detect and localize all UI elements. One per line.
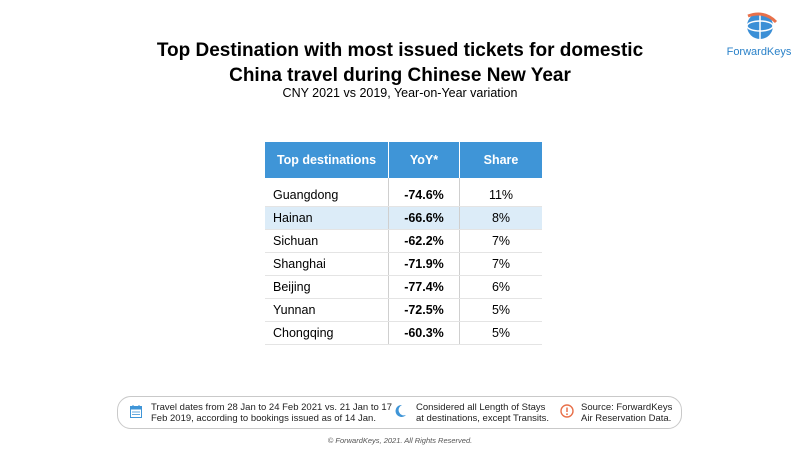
cell-yoy: -66.6% [388, 206, 460, 230]
globe-logo-icon [746, 12, 778, 39]
info-icon [560, 404, 574, 423]
cell-share: 7% [459, 229, 542, 253]
title-line-2: China travel during Chinese New Year [229, 65, 571, 86]
cell-destination: Beijing [265, 275, 389, 299]
cell-yoy: -71.9% [388, 252, 460, 276]
cell-destination: Chongqing [265, 321, 389, 345]
table-header-row: Top destinations YoY* Share [265, 142, 542, 178]
table-row: Yunnan -72.5% 5% [265, 298, 542, 322]
cell-destination: Shanghai [265, 252, 389, 276]
note-length-of-stay: Considered all Length of Stays at destin… [416, 402, 550, 424]
destinations-table: Top destinations YoY* Share Guangdong -7… [265, 142, 542, 345]
moon-icon [395, 404, 407, 423]
header-yoy: YoY* [388, 142, 460, 178]
footer-notes: Travel dates from 28 Jan to 24 Feb 2021 … [117, 396, 682, 429]
title-line-1: Top Destination with most issued tickets… [156, 40, 644, 61]
page-title: Top Destination with most issued tickets… [120, 38, 680, 88]
cell-destination: Sichuan [265, 229, 389, 253]
cell-destination: Yunnan [265, 298, 389, 322]
cell-yoy: -72.5% [388, 298, 460, 322]
calendar-icon [130, 405, 142, 423]
cell-destination: Guangdong [265, 178, 389, 207]
cell-share: 6% [459, 275, 542, 299]
page-subtitle: CNY 2021 vs 2019, Year-on-Year variation [282, 86, 518, 100]
header-destinations: Top destinations [265, 142, 389, 178]
table-row: Hainan -66.6% 8% [265, 206, 542, 230]
note-travel-dates: Travel dates from 28 Jan to 24 Feb 2021 … [151, 402, 392, 424]
cell-yoy: -62.2% [388, 229, 460, 253]
table-row: Guangdong -74.6% 11% [265, 178, 542, 207]
logo-text: ForwardKeys [726, 46, 792, 58]
copyright-notice: © ForwardKeys, 2021. All Rights Reserved… [327, 436, 473, 445]
cell-destination: Hainan [265, 206, 389, 230]
cell-share: 5% [459, 298, 542, 322]
note-source: Source: ForwardKeys Air Reservation Data… [581, 402, 673, 424]
table-row: Shanghai -71.9% 7% [265, 252, 542, 276]
cell-share: 11% [459, 178, 542, 207]
forwardkeys-logo: ForwardKeys [724, 8, 794, 68]
table-row: Chongqing -60.3% 5% [265, 321, 542, 345]
cell-yoy: -77.4% [388, 275, 460, 299]
cell-share: 7% [459, 252, 542, 276]
cell-yoy: -60.3% [388, 321, 460, 345]
cell-share: 5% [459, 321, 542, 345]
header-share: Share [459, 142, 542, 178]
table-row: Sichuan -62.2% 7% [265, 229, 542, 253]
table-row: Beijing -77.4% 6% [265, 275, 542, 299]
cell-yoy: -74.6% [388, 178, 460, 207]
cell-share: 8% [459, 206, 542, 230]
